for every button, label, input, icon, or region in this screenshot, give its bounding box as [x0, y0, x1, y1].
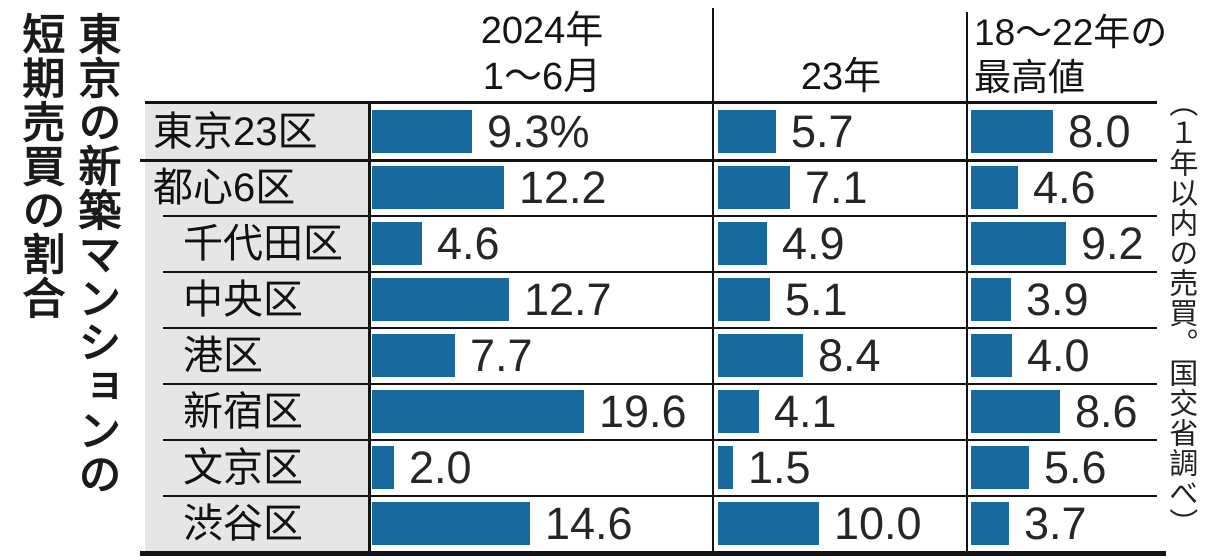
bar — [372, 390, 584, 433]
bar-value-label: 14.6 — [545, 498, 633, 549]
category-label: 千代田区 — [183, 222, 343, 266]
bar-value-label: 8.4 — [818, 330, 881, 381]
bar-value-label: 7.7 — [470, 330, 533, 381]
bar — [372, 110, 472, 153]
bar — [718, 110, 776, 153]
column-header-2024: 2024年 1〜6月 — [372, 8, 712, 100]
bar — [971, 502, 1009, 545]
category-label: 文京区 — [183, 446, 303, 490]
bar-value-label: 4.0 — [1027, 330, 1090, 381]
bar-value-label: 2.0 — [409, 442, 472, 493]
row-separator-major — [140, 159, 1157, 162]
bar — [372, 222, 422, 265]
label-column-background — [145, 101, 368, 551]
bar — [718, 166, 790, 209]
bar-value-label: 5.6 — [1044, 442, 1107, 493]
label-column-divider — [368, 101, 371, 551]
body-column-divider-2 — [966, 101, 968, 551]
bar-value-label: 12.2 — [519, 162, 607, 213]
bar — [971, 110, 1053, 153]
bar — [372, 446, 394, 489]
row-separator — [163, 271, 1157, 273]
chart-title-line-2: 短期売買の割合 — [15, 12, 64, 320]
column-header-2023: 23年 — [718, 54, 964, 100]
bar-value-label: 5.7 — [791, 106, 854, 157]
bar-value-label: 5.1 — [785, 274, 848, 325]
bar — [718, 334, 803, 377]
bar — [971, 222, 1066, 265]
bar — [372, 334, 455, 377]
bar-value-label: 10.0 — [834, 498, 922, 549]
category-label: 新宿区 — [183, 390, 303, 434]
bar-value-label: 9.3% — [487, 106, 590, 157]
bar — [372, 166, 504, 209]
bar-value-label: 1.5 — [748, 442, 811, 493]
bar — [718, 502, 819, 545]
bar-value-label: 4.9 — [782, 218, 845, 269]
table-bottom-border — [140, 551, 1166, 556]
bar — [971, 278, 1011, 321]
category-label: 港区 — [183, 334, 263, 378]
category-label: 都心6区 — [153, 166, 296, 210]
bar-value-label: 8.6 — [1075, 386, 1138, 437]
row-separator — [163, 495, 1157, 497]
bar-value-label: 3.7 — [1024, 498, 1087, 549]
row-separator — [163, 439, 1157, 441]
bar — [971, 166, 1018, 209]
bar — [372, 278, 509, 321]
category-label: 東京23区 — [153, 110, 318, 154]
source-note: （１年以内の売買。国交省調べ） — [1164, 88, 1199, 538]
row-separator — [163, 215, 1157, 217]
bar — [372, 502, 530, 545]
bar-value-label: 4.6 — [1033, 162, 1096, 213]
bar — [971, 334, 1012, 377]
chart-title-line-1: 東京の新築マンションの — [71, 12, 120, 496]
bar-value-label: 12.7 — [524, 274, 612, 325]
bar-value-label: 3.9 — [1026, 274, 1089, 325]
bar-value-label: 8.0 — [1068, 106, 1131, 157]
header-divider-2 — [966, 12, 968, 101]
bar — [718, 446, 733, 489]
bar — [718, 390, 759, 433]
bar — [971, 446, 1029, 489]
column-header-2023-line1: 23年 — [800, 56, 882, 98]
category-label: 中央区 — [183, 278, 303, 322]
bar-value-label: 19.6 — [599, 386, 687, 437]
column-header-peak-line2: 最高値 — [974, 57, 1085, 98]
bar-value-label: 9.2 — [1081, 218, 1144, 269]
header-divider-1 — [712, 8, 714, 101]
column-header-2024-line2: 1〜6月 — [482, 56, 602, 98]
category-label: 渋谷区 — [183, 502, 303, 546]
bar-value-label: 7.1 — [805, 162, 868, 213]
table-top-border — [145, 101, 1157, 104]
column-header-peak: 18〜22年の 最高値 — [974, 10, 1218, 100]
bar — [718, 222, 767, 265]
body-column-divider-1 — [712, 101, 714, 551]
column-header-peak-line1: 18〜22年の — [974, 12, 1168, 53]
bar — [718, 278, 770, 321]
bar-value-label: 4.1 — [774, 386, 837, 437]
bar-value-label: 4.6 — [437, 218, 500, 269]
bar — [971, 390, 1060, 433]
row-separator — [163, 327, 1157, 329]
column-header-2024-line1: 2024年 — [480, 10, 604, 52]
row-separator — [163, 383, 1157, 385]
